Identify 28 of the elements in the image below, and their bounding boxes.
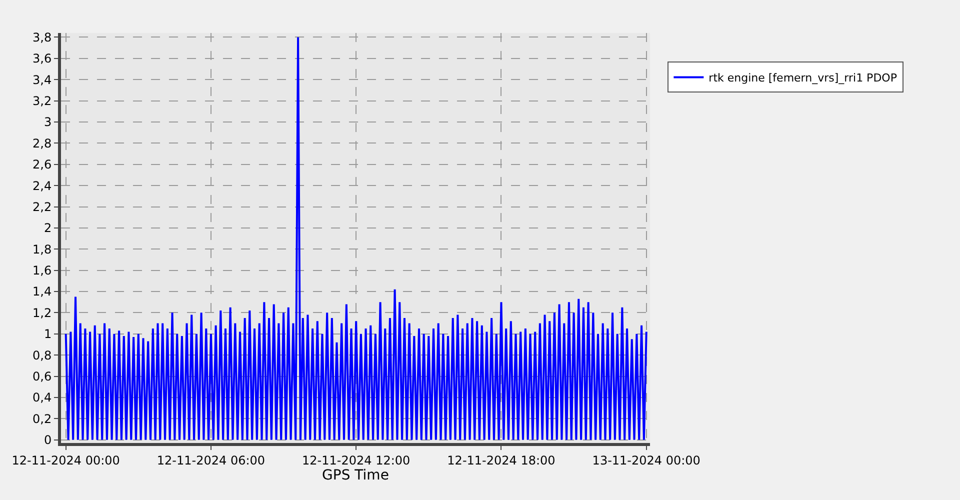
y-tick-label: 2,6 xyxy=(32,158,52,172)
y-tick-label: 2,2 xyxy=(32,200,52,214)
y-tick-label: 3,8 xyxy=(32,30,52,44)
line-series xyxy=(64,36,648,441)
y-tick-label: 1 xyxy=(44,327,52,342)
y-tick-label: 3,6 xyxy=(32,52,52,66)
y-tick-label: 2,8 xyxy=(32,136,52,150)
y-tick-label: 0,2 xyxy=(32,412,52,426)
y-tick-label: 3,2 xyxy=(32,94,52,108)
x-axis-title: GPS Time xyxy=(322,468,389,484)
y-tick-label: 0 xyxy=(44,433,52,448)
y-tick-label: 0,4 xyxy=(32,390,52,405)
x-tick-label: 12-11-2024 00:00 xyxy=(12,453,120,468)
y-tick-label: 0,6 xyxy=(32,369,52,384)
x-tick-label: 12-11-2024 12:00 xyxy=(302,453,410,468)
y-tick-label: 1,2 xyxy=(32,306,52,320)
y-tick-label: 3,4 xyxy=(32,72,52,87)
y-tick-label: 2 xyxy=(44,221,52,236)
legend-label: rtk engine [femern_vrs]_rri1 PDOP xyxy=(708,71,898,84)
y-tick-label: 1,8 xyxy=(32,242,52,256)
x-tick-label: 13-11-2024 00:00 xyxy=(592,453,700,468)
x-tick-label: 12-11-2024 18:00 xyxy=(447,453,556,468)
y-tick-label: 3 xyxy=(44,115,52,130)
y-tick-label: 0,8 xyxy=(32,348,52,362)
x-tick-label: 12-11-2024 06:00 xyxy=(156,453,266,468)
y-tick-label: 1,4 xyxy=(32,284,52,299)
y-tick-label: 1,6 xyxy=(32,264,52,278)
y-tick-label: 2,4 xyxy=(32,178,52,193)
